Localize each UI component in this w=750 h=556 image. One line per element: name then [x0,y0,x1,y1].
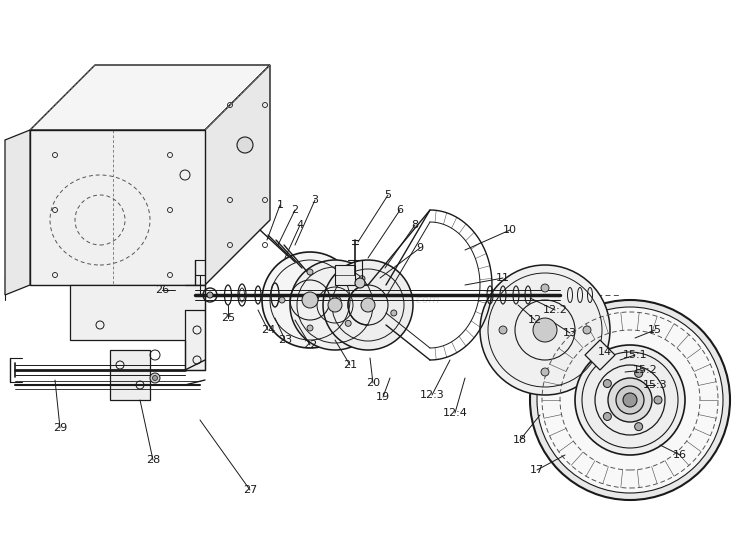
Polygon shape [5,130,30,295]
Text: 15:3: 15:3 [643,380,668,390]
Polygon shape [585,340,615,370]
Text: 27: 27 [243,485,257,495]
Circle shape [541,284,549,292]
Text: 10: 10 [503,225,517,235]
Circle shape [530,300,730,500]
Circle shape [634,423,643,431]
Circle shape [480,265,610,395]
Circle shape [616,386,644,414]
Text: 19: 19 [376,392,390,402]
Circle shape [237,137,253,153]
Text: 28: 28 [146,455,160,465]
Text: 22: 22 [303,340,317,350]
Circle shape [152,375,157,380]
Text: 5: 5 [385,190,392,200]
Text: 12:2: 12:2 [542,305,568,315]
Circle shape [583,326,591,334]
Circle shape [328,298,342,312]
Text: 13: 13 [563,328,577,338]
Text: 6: 6 [397,205,404,215]
Circle shape [541,368,549,376]
Circle shape [307,325,313,331]
Polygon shape [335,265,355,285]
Text: 16: 16 [673,450,687,460]
Text: ReplacementParts.com: ReplacementParts.com [310,295,440,305]
Circle shape [150,373,160,383]
Text: 14: 14 [598,347,612,357]
Circle shape [345,320,351,326]
Text: 9: 9 [416,243,424,253]
Circle shape [279,297,285,303]
Circle shape [533,318,557,342]
Circle shape [623,393,637,407]
Text: 1: 1 [277,200,284,210]
Circle shape [335,297,341,303]
Circle shape [603,413,611,420]
Text: 15:2: 15:2 [632,365,657,375]
Circle shape [307,269,313,275]
Text: 25: 25 [221,313,235,323]
Circle shape [603,380,611,388]
Polygon shape [30,65,270,130]
Circle shape [290,260,380,350]
Text: 12:4: 12:4 [442,408,467,418]
Text: 15:1: 15:1 [622,350,647,360]
Circle shape [361,298,375,312]
Polygon shape [205,65,270,285]
Polygon shape [30,130,205,285]
Circle shape [262,252,358,348]
Circle shape [654,396,662,404]
Text: 2: 2 [292,205,298,215]
Circle shape [391,310,397,316]
Text: 4: 4 [296,220,304,230]
Circle shape [608,378,652,422]
Text: 29: 29 [53,423,68,433]
Circle shape [207,292,213,298]
Text: 23: 23 [278,335,292,345]
Circle shape [323,260,413,350]
Text: 8: 8 [412,220,419,230]
Text: 15: 15 [648,325,662,335]
Circle shape [634,369,643,378]
Circle shape [575,345,685,455]
Circle shape [359,276,365,282]
Text: 3: 3 [311,195,319,205]
Text: 17: 17 [530,465,544,475]
Text: 12: 12 [528,315,542,325]
Circle shape [355,278,365,288]
Text: 11: 11 [496,273,510,283]
Polygon shape [110,350,150,400]
Text: 12:3: 12:3 [420,390,444,400]
Text: 21: 21 [343,360,357,370]
Text: 20: 20 [366,378,380,388]
Text: 18: 18 [513,435,527,445]
Text: 26: 26 [155,285,169,295]
Circle shape [302,292,318,308]
Circle shape [537,307,723,493]
Text: 24: 24 [261,325,275,335]
Polygon shape [70,285,205,370]
Circle shape [499,326,507,334]
